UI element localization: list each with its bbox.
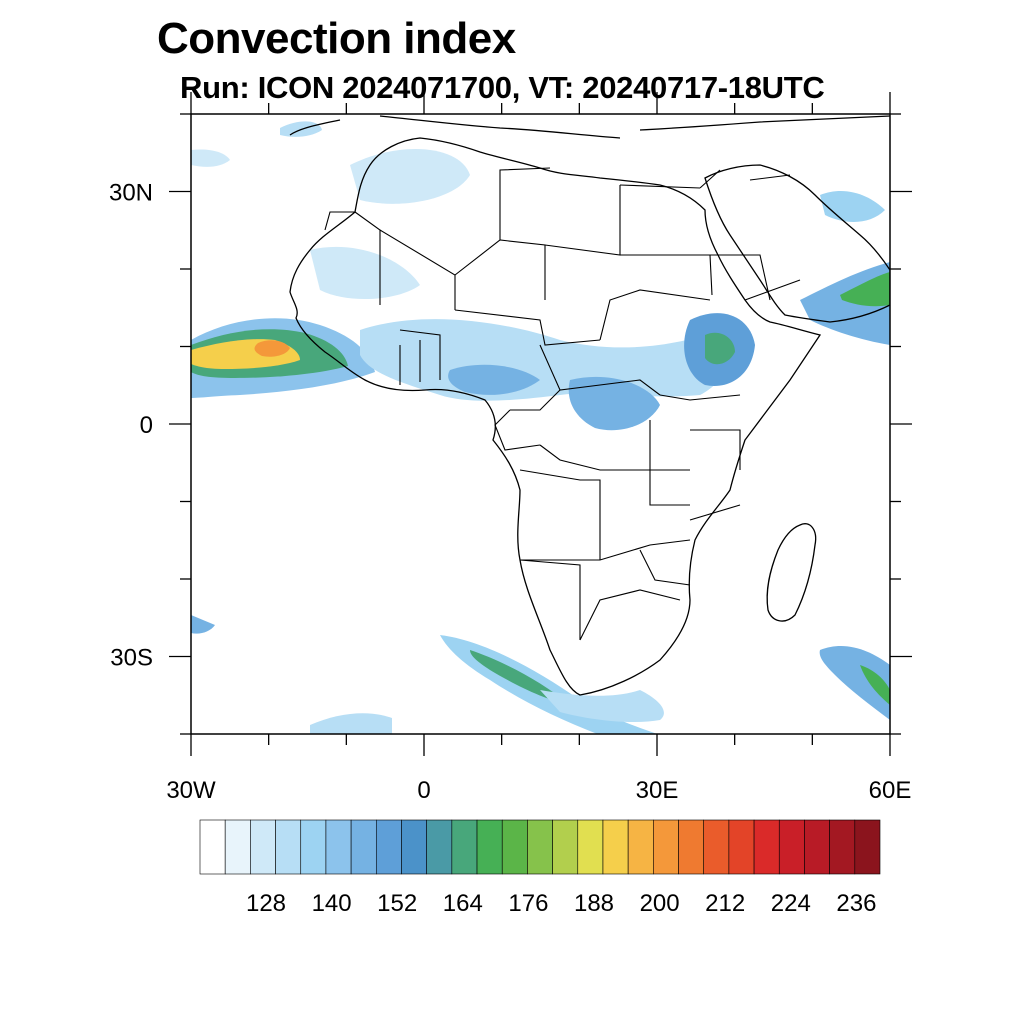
colorbar-swatch <box>829 819 856 875</box>
convection-sahara <box>310 246 420 300</box>
convection-arabia-core <box>840 272 890 307</box>
convection-south-tail <box>310 713 392 734</box>
lat-label: 0 <box>140 412 153 439</box>
eurasia-coastline <box>289 115 890 139</box>
convection-sahel-core <box>448 364 540 395</box>
colorbar-swatch <box>854 819 881 875</box>
lat-label: 30N <box>109 180 153 207</box>
convection-south-indian <box>819 645 890 720</box>
convection-gulf <box>820 190 885 222</box>
colorbar-swatch <box>224 819 251 875</box>
map-frame <box>190 113 891 735</box>
colorbar-swatch <box>653 819 679 875</box>
colorbar-swatch <box>552 819 579 875</box>
colorbar-label: 128 <box>246 890 286 917</box>
colorbar-label: 224 <box>771 890 811 917</box>
convection-field <box>191 121 890 734</box>
colorbar-swatch <box>703 819 730 875</box>
colorbar-swatch <box>627 819 654 875</box>
colorbar-swatch <box>199 819 226 875</box>
convection-sahel <box>360 319 731 401</box>
country-borders <box>324 167 801 641</box>
colorbar-swatch <box>451 819 478 875</box>
convection-central <box>568 376 660 431</box>
colorbar-swatch <box>375 819 402 875</box>
lon-label: 30E <box>636 777 679 804</box>
colorbar-swatch <box>476 819 503 875</box>
madagascar-coastline <box>766 523 817 622</box>
convection-southwest <box>191 615 215 634</box>
colorbar-label: 200 <box>640 890 680 917</box>
colorbar-swatch <box>350 819 377 875</box>
colorbar-swatch <box>778 819 805 875</box>
lat-label: 30S <box>110 645 153 672</box>
colorbar-swatch <box>753 819 780 875</box>
colorbar-swatch <box>401 819 427 875</box>
colorbar-label: 188 <box>574 890 614 917</box>
lon-label: 0 <box>417 777 430 804</box>
convection-maghreb <box>350 148 470 204</box>
colorbar-label: 164 <box>443 890 483 917</box>
colorbar <box>199 819 881 875</box>
africa-coastline <box>289 137 822 696</box>
colorbar-swatch <box>325 819 352 875</box>
colorbar-swatch <box>678 819 705 875</box>
colorbar-swatch <box>804 819 830 875</box>
axis-labels: 30N 0 30S 30W 0 30E 60E <box>109 180 911 805</box>
lon-label: 30W <box>166 777 216 804</box>
convection-south-cape <box>540 690 664 723</box>
colorbar-label: 236 <box>836 890 876 917</box>
colorbar-labels: 128 140 152 164 176 188 200 212 224 236 <box>246 890 876 917</box>
convection-south-indian-core <box>860 665 890 705</box>
colorbar-swatch <box>577 819 604 875</box>
colorbar-swatch <box>275 819 302 875</box>
colorbar-swatch <box>300 819 327 875</box>
convection-band-atlantic-max <box>254 340 290 357</box>
colorbar-label: 140 <box>312 890 352 917</box>
chart-subtitle: Run: ICON 2024071700, VT: 20240717-18UTC <box>180 70 825 105</box>
colorbar-swatch <box>602 819 629 875</box>
chart-title: Convection index <box>157 14 516 63</box>
convection-ethiopia-core <box>705 332 735 365</box>
lon-label: 60E <box>869 777 912 804</box>
axis-ticks <box>169 92 912 756</box>
convection-north-atlantic <box>191 149 230 167</box>
colorbar-swatch <box>501 819 528 875</box>
colorbar-label: 176 <box>508 890 548 917</box>
colorbar-swatch <box>527 819 553 875</box>
colorbar-label: 152 <box>377 890 417 917</box>
colorbar-swatch <box>250 819 276 875</box>
colorbar-swatch <box>728 819 755 875</box>
colorbar-label: 212 <box>705 890 745 917</box>
colorbar-swatch <box>426 819 453 875</box>
